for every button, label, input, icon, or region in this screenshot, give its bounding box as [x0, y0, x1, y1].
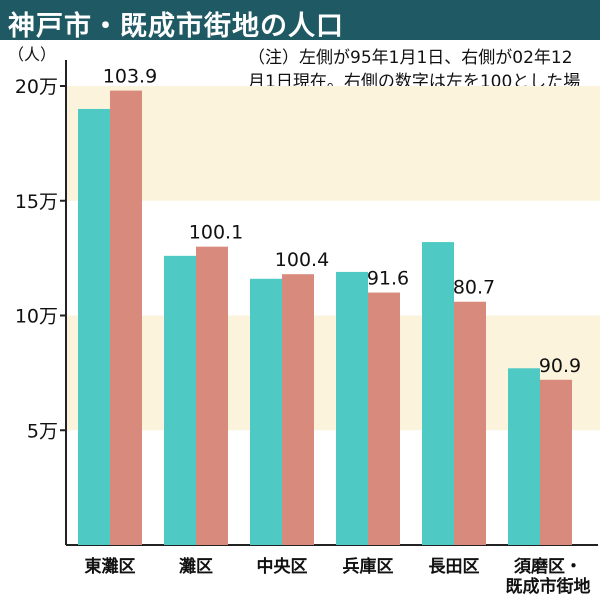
y-tick-label-1: 10万: [15, 306, 58, 328]
y-tick-label-0: 5万: [27, 420, 58, 442]
data-label-3: 91.6: [367, 268, 409, 290]
category-label-1: 灘区: [179, 556, 213, 577]
title-bar: 神戸市・既成市街地の人口: [0, 0, 600, 42]
bar-3-1: [368, 292, 400, 545]
bar-0-1: [110, 90, 142, 545]
bar-2-1: [282, 274, 314, 545]
band-0: [66, 86, 600, 201]
bar-0-0: [78, 108, 110, 545]
bar-3-0: [336, 271, 368, 545]
category-label-4: 長田区: [429, 557, 480, 577]
bar-5-0: [508, 368, 540, 545]
y-axis-label: （人）: [8, 45, 56, 64]
y-tick-label-3: 20万: [15, 76, 58, 98]
category-label-5-0: 須磨区・: [514, 556, 582, 577]
bar-1-0: [164, 255, 196, 545]
category-label-0: 東灘区: [85, 556, 136, 577]
data-label-5: 90.9: [539, 355, 581, 377]
data-label-1: 100.1: [189, 222, 243, 244]
bar-4-0: [422, 242, 454, 545]
data-label-0: 103.9: [103, 66, 157, 88]
bar-4-1: [454, 301, 486, 545]
category-label-2: 中央区: [257, 556, 308, 577]
y-tick-label-2: 15万: [15, 191, 58, 213]
category-label-3: 兵庫区: [343, 556, 394, 577]
bar-5-1: [540, 379, 572, 545]
bar-1-1: [196, 246, 228, 545]
data-label-4: 80.7: [453, 277, 495, 299]
data-label-2: 100.4: [275, 249, 329, 271]
category-label-5-1: 既成市街地: [506, 576, 591, 597]
chart-title: 神戸市・既成市街地の人口: [8, 11, 344, 42]
bar-2-0: [250, 278, 282, 545]
